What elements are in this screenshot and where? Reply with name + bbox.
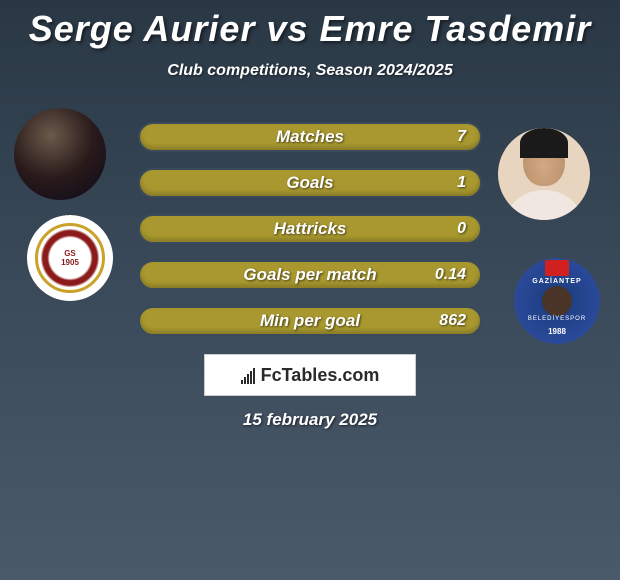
- stat-value: 862: [439, 312, 466, 330]
- stat-value: 0: [457, 220, 466, 238]
- date-label: 15 february 2025: [243, 410, 377, 430]
- player1-club-badge: GS1905: [27, 215, 113, 301]
- season-subtitle: Club competitions, Season 2024/2025: [0, 62, 620, 80]
- stat-bar: Goals 1: [138, 168, 482, 198]
- stat-label: Goals per match: [243, 265, 376, 285]
- branding-box: FcTables.com: [204, 354, 416, 396]
- stat-value: 1: [457, 174, 466, 192]
- player2-club-badge: GAZİANTEP BELEDİYESPOR 1988: [514, 258, 600, 344]
- stat-label: Goals: [286, 173, 333, 193]
- stat-label: Matches: [276, 127, 344, 147]
- player1-avatar: [14, 108, 106, 200]
- stat-value: 7: [457, 128, 466, 146]
- stat-label: Hattricks: [274, 219, 347, 239]
- stat-value: 0.14: [435, 266, 466, 284]
- stat-bar: Goals per match 0.14: [138, 260, 482, 290]
- stat-bar: Hattricks 0: [138, 214, 482, 244]
- stat-label: Min per goal: [260, 311, 360, 331]
- player2-avatar: [498, 128, 590, 220]
- stat-bar: Min per goal 862: [138, 306, 482, 336]
- comparison-title: Serge Aurier vs Emre Tasdemir: [0, 0, 620, 50]
- branding-text: FcTables.com: [261, 365, 380, 386]
- chart-icon: [241, 366, 255, 384]
- stats-container: Matches 7 Goals 1 Hattricks 0 Goals per …: [138, 122, 482, 352]
- stat-bar: Matches 7: [138, 122, 482, 152]
